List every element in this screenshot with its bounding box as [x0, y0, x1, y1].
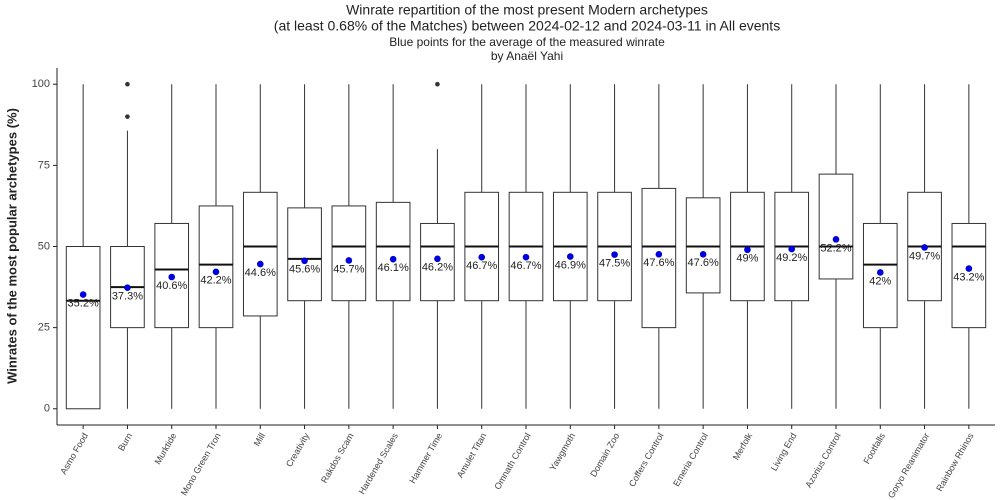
mean-point [921, 244, 928, 251]
x-tick-label: Mill [252, 431, 267, 448]
mean-point [478, 253, 486, 261]
x-tick-label: Coffers Control [627, 431, 666, 488]
mean-point [832, 236, 840, 243]
outlier [435, 81, 440, 87]
x-tick-label: Footfalls [861, 431, 887, 466]
box [287, 207, 322, 302]
mean-label: 49% [736, 253, 758, 265]
mean-point [566, 253, 574, 260]
y-tick-label: 50 [38, 240, 50, 252]
mean-label: 46.9% [555, 259, 586, 271]
box [198, 205, 234, 329]
box [154, 222, 190, 329]
mean-label: 35.2% [68, 297, 99, 309]
y-tick-label: 25 [38, 322, 50, 334]
x-tick-label: Mono Green Tron [179, 431, 223, 497]
box [420, 222, 455, 302]
mean-point [301, 257, 308, 265]
x-tick-label: Emeria Control [671, 431, 710, 488]
x-tick-label: Yawgmoth [547, 431, 577, 472]
box [951, 222, 987, 329]
mean-point [256, 260, 264, 268]
mean-point [345, 257, 353, 264]
box [862, 222, 898, 329]
mean-point [965, 265, 973, 272]
mean-label: 46.7% [466, 260, 497, 272]
chart-subtitle: by Anaël Yahi [491, 49, 563, 63]
mean-label: 42% [869, 275, 891, 287]
x-tick-label: Omnath Control [492, 431, 532, 491]
chart-subtitle: Blue points for the average of the measu… [389, 35, 665, 49]
mean-point [744, 246, 751, 254]
x-tick-label: Creativity [284, 431, 312, 469]
mean-point [699, 250, 707, 258]
mean-point [212, 268, 220, 276]
box [65, 246, 101, 410]
outlier [125, 81, 130, 87]
mean-point [522, 253, 530, 261]
mean-label: 42.2% [200, 275, 231, 287]
mean-point [876, 269, 884, 276]
mean-point [168, 273, 176, 281]
mean-label: 47.6% [643, 257, 674, 269]
mean-point [434, 255, 441, 263]
mean-label: 44.6% [245, 267, 276, 279]
y-tick-label: 75 [38, 159, 50, 171]
box [641, 187, 677, 329]
mean-label: 47.6% [688, 257, 719, 269]
mean-label: 45.7% [333, 263, 364, 275]
outlier [125, 114, 130, 119]
y-tick-label: 100 [32, 78, 50, 90]
mean-point [611, 251, 618, 258]
y-axis-title: Winrates of the most popular archetypes … [4, 108, 19, 384]
x-tick-label: Rakdos Scam [319, 431, 356, 485]
mean-point [124, 284, 131, 292]
mean-label: 43.2% [953, 271, 984, 283]
mean-point [389, 255, 397, 263]
x-tick-label: Asmo Food [58, 431, 90, 476]
mean-label: 46.2% [422, 262, 453, 274]
mean-label: 49.2% [776, 252, 807, 264]
box [242, 191, 278, 317]
mean-label: 40.6% [156, 280, 187, 292]
x-tick-label: Living End [769, 431, 799, 472]
x-tick-label: Domain Zoo [588, 431, 621, 478]
mean-label: 47.5% [599, 258, 630, 270]
x-tick-label: Burn [116, 431, 134, 452]
box [331, 205, 367, 302]
x-tick-label: Murktide [153, 431, 179, 466]
box [685, 197, 721, 294]
mean-point [788, 245, 796, 253]
box [818, 173, 854, 280]
x-tick-label: Hardened Scales [357, 431, 400, 496]
mean-label: 49.7% [909, 250, 940, 262]
x-tick-label: Azorius Control [803, 431, 842, 489]
y-tick-label: 0 [44, 403, 50, 415]
chart-title: (at least 0.68% of the Matches) between … [274, 18, 780, 34]
x-tick-label: Merfolk [731, 431, 755, 462]
x-tick-label: Hammer Time [407, 431, 444, 485]
mean-label: 46.7% [510, 260, 541, 272]
mean-point [79, 291, 87, 298]
chart-title: Winrate repartition of the most present … [346, 2, 708, 18]
mean-label: 46.1% [378, 262, 409, 274]
mean-label: 45.6% [289, 264, 320, 276]
mean-point [655, 250, 663, 258]
x-tick-label: Goryo Reanimator [886, 431, 931, 500]
x-tick-label: Amulet Titan [455, 431, 489, 479]
x-tick-label: Rainbow Rhinos [934, 431, 976, 493]
mean-label: 37.3% [112, 291, 143, 303]
box [375, 201, 411, 302]
mean-label: 52.2% [820, 242, 851, 254]
